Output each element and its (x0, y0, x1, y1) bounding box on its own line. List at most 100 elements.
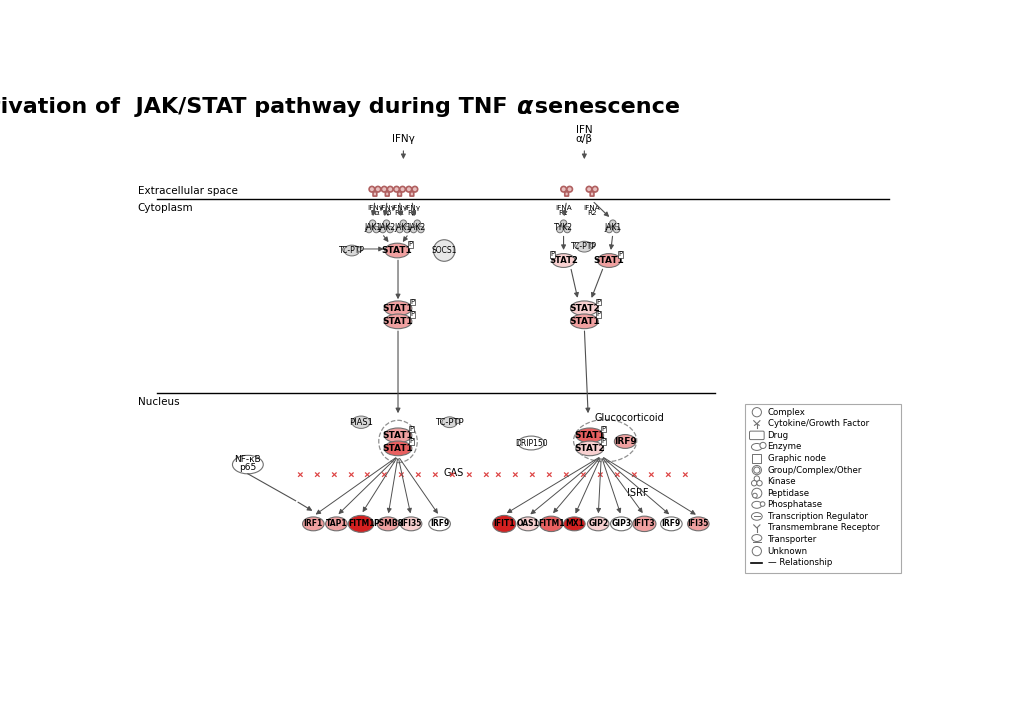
Ellipse shape (539, 516, 562, 532)
FancyBboxPatch shape (745, 404, 900, 573)
Text: P: P (601, 438, 605, 445)
Text: ×: × (528, 471, 535, 481)
Ellipse shape (610, 517, 632, 531)
Ellipse shape (384, 314, 412, 329)
Circle shape (751, 547, 761, 556)
Text: PIAS1: PIAS1 (348, 418, 373, 427)
Text: IFN: IFN (576, 125, 592, 135)
Text: STAT1: STAT1 (382, 304, 413, 313)
Ellipse shape (384, 428, 412, 442)
Circle shape (412, 186, 417, 192)
Circle shape (592, 186, 597, 192)
Ellipse shape (384, 243, 410, 258)
Ellipse shape (587, 517, 608, 531)
Circle shape (433, 240, 454, 261)
Ellipse shape (613, 435, 635, 448)
Text: FITM1: FITM1 (347, 520, 374, 528)
Text: IFNγ
Rβ: IFNγ Rβ (379, 205, 395, 217)
Text: — Relationship: — Relationship (767, 558, 832, 567)
Text: GIP3: GIP3 (610, 520, 631, 528)
Circle shape (556, 227, 562, 233)
Text: IFIT1: IFIT1 (493, 520, 515, 528)
Text: p65: p65 (239, 463, 256, 472)
Text: JAK1: JAK1 (364, 223, 381, 232)
Text: ×: × (647, 471, 653, 481)
Text: NF-κB: NF-κB (234, 455, 261, 464)
Text: TC-PTP: TC-PTP (435, 418, 464, 427)
Circle shape (753, 467, 759, 473)
Circle shape (414, 220, 420, 227)
Ellipse shape (751, 513, 761, 520)
FancyBboxPatch shape (749, 431, 763, 440)
Circle shape (387, 186, 392, 192)
Text: ×: × (512, 471, 518, 481)
Text: P: P (411, 312, 415, 317)
Ellipse shape (576, 241, 591, 252)
Text: MX1: MX1 (565, 520, 583, 528)
Ellipse shape (687, 517, 708, 531)
Ellipse shape (751, 443, 761, 450)
FancyBboxPatch shape (590, 192, 593, 196)
Circle shape (381, 186, 386, 192)
Text: P: P (410, 438, 414, 445)
Text: ×: × (380, 471, 387, 481)
Text: ×: × (364, 471, 370, 481)
Circle shape (759, 442, 765, 448)
Ellipse shape (564, 517, 585, 531)
Text: Canonical activation of  JAK/STAT pathway during TNF: Canonical activation of JAK/STAT pathway… (0, 96, 515, 117)
Circle shape (567, 186, 572, 192)
Text: STAT1: STAT1 (574, 430, 604, 440)
Text: STAT2: STAT2 (574, 444, 604, 453)
Text: IFNA
R1: IFNA R1 (554, 205, 572, 217)
Text: Complex: Complex (767, 408, 805, 417)
Text: ×: × (346, 471, 354, 481)
Text: JAK1: JAK1 (603, 223, 621, 232)
Ellipse shape (343, 245, 359, 256)
Circle shape (759, 502, 764, 506)
Text: ×: × (397, 471, 405, 481)
Circle shape (375, 186, 380, 192)
Ellipse shape (660, 517, 682, 531)
Ellipse shape (570, 301, 597, 316)
Text: STAT2: STAT2 (569, 304, 599, 313)
Text: ×: × (494, 471, 501, 481)
Text: IFI35: IFI35 (687, 520, 708, 528)
Text: P: P (411, 299, 415, 305)
Text: JAK2: JAK2 (377, 223, 394, 232)
Circle shape (369, 186, 374, 192)
Text: IFNA
R2: IFNA R2 (583, 205, 600, 217)
Circle shape (751, 465, 761, 474)
Ellipse shape (576, 428, 603, 442)
Ellipse shape (384, 301, 412, 316)
Text: GAS: GAS (443, 468, 463, 478)
Text: STAT1: STAT1 (382, 317, 413, 326)
Text: Nucleus: Nucleus (138, 397, 179, 407)
Text: ×: × (313, 471, 319, 481)
Text: JAK2: JAK2 (409, 223, 425, 232)
Text: Graphic node: Graphic node (767, 454, 824, 463)
Text: STAT1: STAT1 (593, 256, 624, 265)
Text: IFI35: IFI35 (400, 520, 422, 528)
Text: JAK1: JAK1 (394, 223, 412, 232)
Circle shape (612, 227, 620, 233)
Text: TAP1: TAP1 (325, 520, 346, 528)
Ellipse shape (751, 489, 761, 498)
Circle shape (410, 227, 417, 233)
Text: ×: × (329, 471, 336, 481)
Circle shape (564, 227, 570, 233)
Text: PSMB8: PSMB8 (373, 520, 403, 528)
Text: Group/Complex/Other: Group/Complex/Other (767, 466, 861, 474)
Text: STAT1: STAT1 (569, 317, 599, 326)
Bar (751, 454, 761, 463)
Text: P: P (601, 426, 605, 432)
Text: IRF9: IRF9 (613, 437, 636, 446)
Ellipse shape (576, 441, 603, 456)
Text: Drug: Drug (767, 431, 788, 440)
Text: ×: × (681, 471, 687, 481)
Text: Extracellular space: Extracellular space (138, 186, 237, 196)
Text: STAT1: STAT1 (382, 430, 413, 440)
Text: ISRF: ISRF (627, 488, 648, 498)
Text: α: α (516, 95, 532, 118)
Text: ×: × (431, 471, 438, 481)
Text: P: P (618, 251, 622, 258)
